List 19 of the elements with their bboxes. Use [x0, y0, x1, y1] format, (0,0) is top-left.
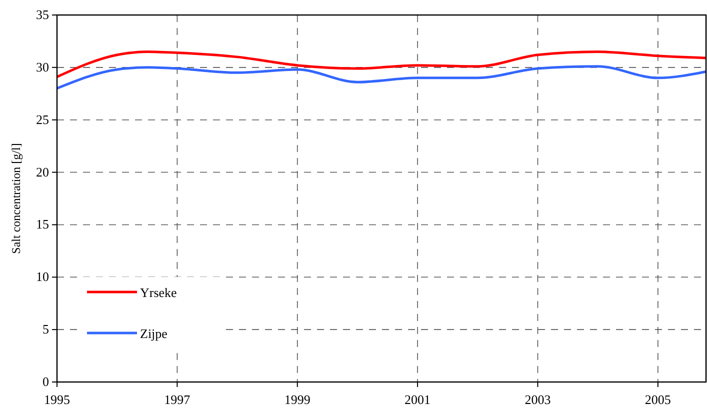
y-tick-label: 25: [36, 112, 49, 127]
x-tick-label: 2005: [644, 392, 671, 407]
y-axis-title: Salt concentration [g/l]: [9, 143, 23, 254]
x-tick-label: 1997: [164, 392, 191, 407]
line-series: [56, 50, 707, 78]
y-tick-label: 30: [36, 59, 49, 74]
y-tick-label: 20: [36, 164, 49, 180]
y-tick-label: 5: [42, 322, 49, 337]
x-tick-label: 1999: [284, 392, 310, 407]
x-tick-label: 2001: [404, 392, 431, 407]
x-tick-label: 1995: [44, 392, 70, 407]
y-tick-label: 0: [42, 374, 49, 389]
y-tick-label: 35: [36, 7, 49, 22]
line-series: [56, 65, 707, 90]
y-tick-label: 10: [36, 269, 49, 284]
y-tick-label: 15: [36, 216, 49, 232]
legend-label: Yrseke: [140, 285, 178, 300]
legend-label: Zijpe: [140, 326, 168, 341]
x-tick-label: 2003: [524, 392, 551, 407]
